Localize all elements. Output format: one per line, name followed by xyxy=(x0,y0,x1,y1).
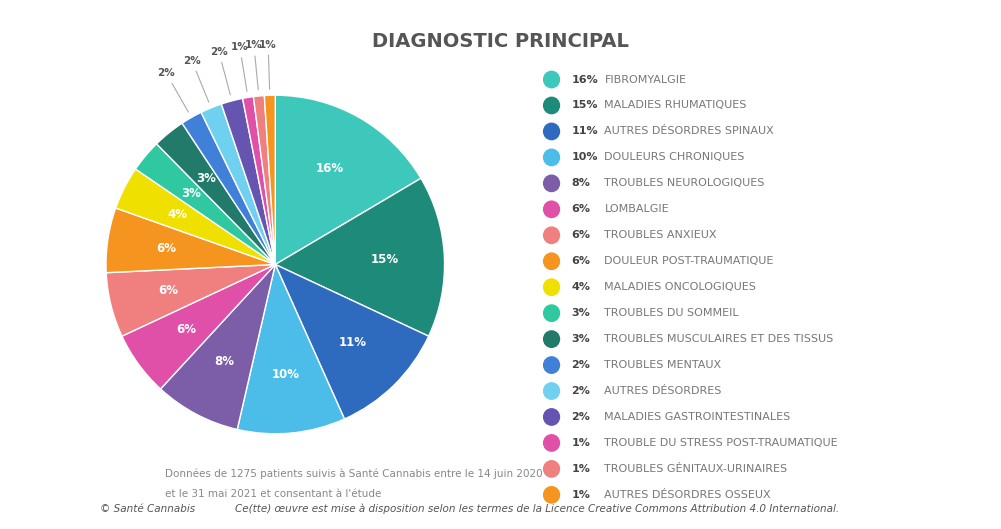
Circle shape xyxy=(544,331,560,348)
Wedge shape xyxy=(264,95,275,264)
Circle shape xyxy=(544,253,560,269)
Text: 11%: 11% xyxy=(572,126,598,136)
Wedge shape xyxy=(237,264,344,434)
Text: 2%: 2% xyxy=(572,360,591,370)
Text: TROUBLES GÉNITAUX-URINAIRES: TROUBLES GÉNITAUX-URINAIRES xyxy=(605,464,788,474)
Circle shape xyxy=(544,123,560,140)
Text: 3%: 3% xyxy=(572,308,591,318)
Text: 2%: 2% xyxy=(572,412,591,422)
Text: 16%: 16% xyxy=(572,75,599,85)
Circle shape xyxy=(544,227,560,243)
Text: TROUBLE DU STRESS POST-TRAUMATIQUE: TROUBLE DU STRESS POST-TRAUMATIQUE xyxy=(605,438,838,448)
Text: Ce(tte) œuvre est mise à disposition selon les termes de la Licence Creative Com: Ce(tte) œuvre est mise à disposition sel… xyxy=(235,504,840,514)
Text: 2%: 2% xyxy=(157,68,188,112)
Text: 2%: 2% xyxy=(210,47,230,95)
Text: 10%: 10% xyxy=(272,368,300,380)
Text: 3%: 3% xyxy=(196,172,216,186)
Circle shape xyxy=(544,383,560,399)
Wedge shape xyxy=(275,178,444,336)
Text: MALADIES ONCOLOGIQUES: MALADIES ONCOLOGIQUES xyxy=(605,282,757,292)
Text: AUTRES DÉSORDRES OSSEUX: AUTRES DÉSORDRES OSSEUX xyxy=(605,490,771,500)
Text: TROUBLES ANXIEUX: TROUBLES ANXIEUX xyxy=(605,230,717,240)
Text: 6%: 6% xyxy=(176,323,196,336)
Wedge shape xyxy=(122,264,275,389)
Text: DIAGNOSTIC PRINCIPAL: DIAGNOSTIC PRINCIPAL xyxy=(372,32,629,51)
Text: 6%: 6% xyxy=(572,256,591,266)
Text: 15%: 15% xyxy=(371,253,399,266)
Text: 6%: 6% xyxy=(158,285,178,297)
Wedge shape xyxy=(106,208,275,273)
Text: 11%: 11% xyxy=(338,336,366,350)
Wedge shape xyxy=(242,97,275,264)
Wedge shape xyxy=(275,264,428,419)
Text: AUTRES DÉSORDRES SPINAUX: AUTRES DÉSORDRES SPINAUX xyxy=(605,126,774,136)
Circle shape xyxy=(544,487,560,503)
Text: TROUBLES MUSCULAIRES ET DES TISSUS: TROUBLES MUSCULAIRES ET DES TISSUS xyxy=(605,334,834,344)
Text: LOMBALGIE: LOMBALGIE xyxy=(605,204,669,214)
Text: TROUBLES NEUROLOGIQUES: TROUBLES NEUROLOGIQUES xyxy=(605,178,765,188)
Text: 8%: 8% xyxy=(572,178,591,188)
Text: 1%: 1% xyxy=(572,490,591,500)
Text: © Santé Cannabis: © Santé Cannabis xyxy=(100,504,195,514)
Text: FIBROMYALGIE: FIBROMYALGIE xyxy=(605,75,687,85)
Circle shape xyxy=(544,305,560,321)
Text: DOULEUR POST-TRAUMATIQUE: DOULEUR POST-TRAUMATIQUE xyxy=(605,256,774,266)
Text: 15%: 15% xyxy=(572,101,598,111)
Wedge shape xyxy=(253,96,275,264)
Circle shape xyxy=(544,279,560,295)
Wedge shape xyxy=(156,123,275,264)
Wedge shape xyxy=(182,112,275,264)
Text: 1%: 1% xyxy=(572,464,591,474)
Wedge shape xyxy=(160,264,275,430)
Text: 16%: 16% xyxy=(315,162,343,176)
Text: 1%: 1% xyxy=(245,41,263,90)
Text: TROUBLES MENTAUX: TROUBLES MENTAUX xyxy=(605,360,722,370)
Text: 1%: 1% xyxy=(572,438,591,448)
Text: 6%: 6% xyxy=(156,242,176,255)
Text: 2%: 2% xyxy=(572,386,591,396)
Circle shape xyxy=(544,71,560,88)
Wedge shape xyxy=(116,169,275,264)
Text: et le 31 mai 2021 et consentant à l'étude: et le 31 mai 2021 et consentant à l'étud… xyxy=(165,489,381,499)
Wedge shape xyxy=(106,264,275,336)
Text: 6%: 6% xyxy=(572,204,591,214)
Circle shape xyxy=(544,97,560,114)
Text: MALADIES GASTROINTESTINALES: MALADIES GASTROINTESTINALES xyxy=(605,412,791,422)
Wedge shape xyxy=(201,104,275,264)
Text: TROUBLES DU SOMMEIL: TROUBLES DU SOMMEIL xyxy=(605,308,739,318)
Text: AUTRES DÉSORDRES: AUTRES DÉSORDRES xyxy=(605,386,722,396)
Circle shape xyxy=(544,409,560,425)
Text: 6%: 6% xyxy=(572,230,591,240)
Circle shape xyxy=(544,461,560,477)
Text: 4%: 4% xyxy=(167,208,187,221)
Circle shape xyxy=(544,435,560,451)
Text: MALADIES RHUMATIQUES: MALADIES RHUMATIQUES xyxy=(605,101,747,111)
Text: DOULEURS CHRONIQUES: DOULEURS CHRONIQUES xyxy=(605,152,745,162)
Text: 1%: 1% xyxy=(231,42,248,92)
Text: Données de 1275 patients suivis à Santé Cannabis entre le 14 juin 2020: Données de 1275 patients suivis à Santé … xyxy=(165,468,543,479)
Text: 3%: 3% xyxy=(181,187,201,200)
Text: 4%: 4% xyxy=(572,282,591,292)
Text: 8%: 8% xyxy=(214,355,234,368)
Circle shape xyxy=(544,201,560,217)
Circle shape xyxy=(544,175,560,191)
Wedge shape xyxy=(135,144,275,264)
Text: 10%: 10% xyxy=(572,152,598,162)
Wedge shape xyxy=(275,95,421,264)
Circle shape xyxy=(544,357,560,373)
Text: 3%: 3% xyxy=(572,334,591,344)
Circle shape xyxy=(544,149,560,166)
Text: 2%: 2% xyxy=(183,56,209,102)
Wedge shape xyxy=(221,98,275,264)
Text: 1%: 1% xyxy=(259,40,277,89)
